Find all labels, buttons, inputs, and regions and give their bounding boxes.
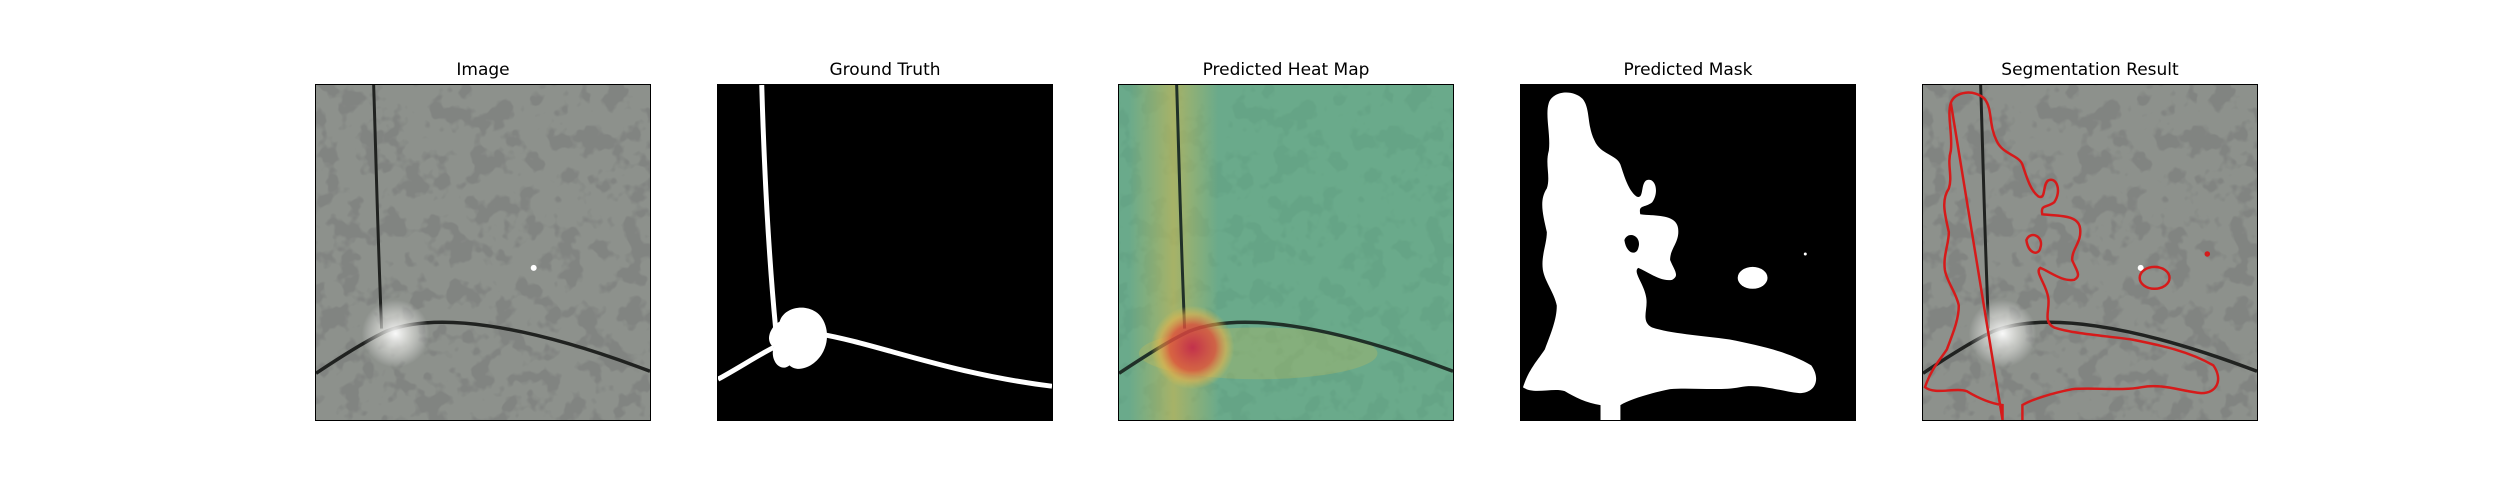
panel-heat-map: Predicted Heat Map <box>1118 0 1454 500</box>
panel-title: Predicted Mask <box>1623 60 1753 80</box>
panel-title: Predicted Heat Map <box>1202 60 1370 80</box>
stone-image <box>315 84 651 421</box>
panel-title: Segmentation Result <box>2001 60 2179 80</box>
ground-truth-mask <box>717 84 1053 421</box>
segmentation-overlay <box>1922 84 2258 421</box>
panel-title: Ground Truth <box>829 60 941 80</box>
panel-title: Image <box>456 60 510 80</box>
heat-map-overlay <box>1118 84 1454 421</box>
predicted-mask <box>1520 84 1856 421</box>
panel-image: Image <box>315 0 651 500</box>
panel-predicted-mask: Predicted Mask <box>1520 0 1856 500</box>
panel-segmentation-result: Segmentation Result <box>1922 0 2258 500</box>
panel-ground-truth: Ground Truth <box>717 0 1053 500</box>
